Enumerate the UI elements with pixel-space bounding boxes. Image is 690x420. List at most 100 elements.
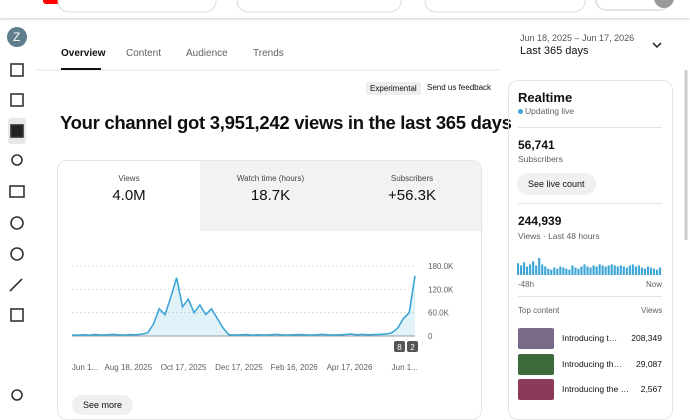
realtime-bar <box>553 267 556 275</box>
x-tick-label: Oct 17, 2025 <box>161 363 207 372</box>
realtime-bar <box>610 264 613 275</box>
realtime-bar <box>637 265 640 275</box>
realtime-bar <box>643 268 646 275</box>
avatar-letter: Z <box>13 30 21 44</box>
y-tick-label: 60.0K <box>428 309 450 318</box>
metric-label[interactable]: Watch time (hours) <box>236 174 305 183</box>
icon-community[interactable] <box>11 154 23 166</box>
metric-value[interactable]: 4.0M <box>112 187 146 204</box>
metric-value[interactable]: 18.7K <box>250 187 291 204</box>
date-label[interactable]: Last 365 days <box>520 45 589 57</box>
bar-end-label: Now <box>646 280 663 289</box>
icon-settings[interactable] <box>11 389 23 401</box>
x-tick-label: Jun 1... <box>392 363 418 372</box>
realtime-bar <box>646 266 650 275</box>
divider <box>518 296 662 297</box>
x-tick-label: Jun 1... <box>72 363 98 372</box>
tab[interactable]: Audience <box>186 48 228 59</box>
icon-customize[interactable] <box>9 278 23 292</box>
x-tick-label: Feb 16, 2026 <box>271 363 319 372</box>
live-count-button[interactable]: See live count <box>517 173 596 195</box>
marker-label: 8 <box>397 343 402 352</box>
thumbnail[interactable] <box>518 353 554 375</box>
divider <box>518 127 662 128</box>
realtime-bar <box>592 265 595 275</box>
chip <box>57 0 217 13</box>
realtime-bar <box>604 266 607 275</box>
realtime-bar <box>523 262 526 275</box>
realtime-bar <box>598 264 601 275</box>
date-range: Jun 18, 2025 – Jun 17, 2026 <box>520 33 635 43</box>
realtime-bar <box>562 267 565 275</box>
metric-bg <box>200 161 481 231</box>
y-tick-label: 180.0K <box>428 262 454 271</box>
realtime-bar <box>550 269 553 275</box>
realtime-bar <box>583 264 586 275</box>
video-views: 208,349 <box>631 333 662 343</box>
icon-audio[interactable] <box>10 308 24 322</box>
realtime-bar <box>571 265 574 275</box>
feedback-link[interactable]: Send us feedback <box>427 83 492 92</box>
metric-label[interactable]: Views <box>118 174 140 183</box>
icon-dashboard[interactable] <box>10 63 24 77</box>
headline: Your channel got 3,951,242 views in the … <box>60 112 512 133</box>
views-label: Views · Last 48 hours <box>518 231 600 241</box>
icon-copyright[interactable] <box>10 216 24 230</box>
realtime-bar <box>628 265 631 275</box>
realtime-bar <box>616 266 619 275</box>
thumbnail[interactable] <box>518 379 554 400</box>
bar-start-label: -48h <box>518 280 535 289</box>
realtime-bar <box>625 267 628 275</box>
views-column-label: Views <box>641 306 663 315</box>
realtime-bar <box>634 266 637 275</box>
realtime-bar <box>613 265 616 275</box>
realtime-bar <box>541 264 544 275</box>
icon-subtitles[interactable] <box>9 185 25 198</box>
avatar[interactable] <box>7 27 27 47</box>
realtime-bar <box>574 267 577 275</box>
realtime-bar <box>607 265 610 275</box>
dropdown-chevron[interactable] <box>652 42 662 49</box>
realtime-bar <box>586 266 589 275</box>
tab[interactable]: Overview <box>61 48 106 59</box>
area <box>72 275 415 336</box>
marker-badge <box>407 341 418 352</box>
icon-content[interactable] <box>10 93 24 107</box>
video-title[interactable]: Introducing the … <box>562 384 630 394</box>
icon-analytics[interactable] <box>10 124 24 138</box>
realtime-bar <box>526 266 529 275</box>
metric-value[interactable]: +56.3K <box>388 187 436 204</box>
realtime-bar <box>559 266 562 275</box>
video-views: 2,567 <box>640 384 662 394</box>
realtime-bar <box>565 268 568 275</box>
realtime-bar <box>601 265 604 275</box>
metric-label[interactable]: Subscribers <box>390 174 434 183</box>
icon-earn[interactable] <box>10 247 24 261</box>
realtime-bar <box>520 265 523 275</box>
x-tick-label: Apr 17, 2026 <box>327 363 373 372</box>
realtime-bar <box>652 268 656 275</box>
realtime-bar <box>535 265 538 275</box>
video-title[interactable]: Introducing t… <box>562 333 618 343</box>
video-title[interactable]: Introducing th… <box>562 358 623 369</box>
profile[interactable] <box>654 0 674 8</box>
realtime-bar <box>544 266 547 275</box>
tab[interactable]: Content <box>126 48 162 59</box>
realtime-bar <box>631 264 634 275</box>
thumbnail[interactable] <box>518 328 554 349</box>
realtime-bar <box>532 261 535 275</box>
decor <box>7 0 688 401</box>
realtime-bar <box>538 258 541 275</box>
realtime-bar <box>658 267 662 275</box>
subscriber-label: Subscribers <box>518 154 563 164</box>
marker-label: 2 <box>410 343 415 352</box>
studio-page: Z Overview Content Audience Trends Jun 18, … <box>7 0 688 420</box>
realtime-bar <box>589 267 592 275</box>
sidebar-icons <box>8 63 26 401</box>
y-tick-label: 120.0K <box>428 285 454 294</box>
page: { "nav": {"avatar": "Z"}, "tabs": ["Over… <box>7 0 688 420</box>
charts: 180.0K 120.0K 60.0K 0 Jun 1... Aug 18, 2025 Oc… <box>72 258 662 372</box>
realtime-title: Realtime <box>518 90 573 105</box>
tab[interactable]: Trends <box>253 48 284 59</box>
create-button[interactable] <box>595 0 671 11</box>
